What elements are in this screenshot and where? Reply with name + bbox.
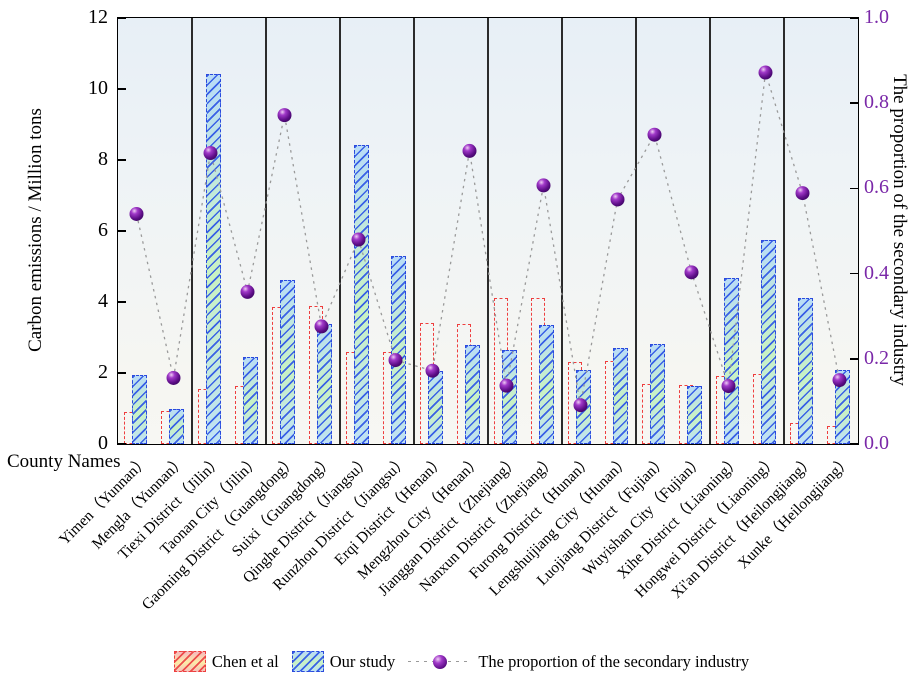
right-axis-tick [850, 102, 858, 105]
bar-our-study [390, 256, 406, 444]
bar-our-study [834, 369, 850, 444]
proportion-dot [610, 192, 625, 207]
proportion-dot [129, 206, 144, 221]
province-group-divider [413, 18, 415, 444]
left-axis-tick-label: 10 [88, 77, 108, 99]
proportion-dot [351, 232, 366, 247]
proportion-dot-layer [129, 65, 847, 413]
province-group-divider [265, 18, 267, 444]
right-axis-tick-label: 0.8 [864, 91, 889, 114]
proportion-dot [684, 265, 699, 280]
left-axis-tick [118, 301, 126, 303]
left-axis-tick [118, 88, 126, 90]
proportion-dot [832, 373, 847, 388]
left-axis-tick-label: 2 [98, 361, 108, 383]
proportion-dot [758, 65, 773, 80]
proportion-dot [647, 127, 662, 142]
left-axis-tick [118, 159, 126, 161]
bar-our-study [501, 350, 517, 444]
proportion-line-dot-icon [408, 654, 473, 669]
left-axis-tick [118, 17, 126, 19]
province-group-divider [487, 18, 489, 444]
bar-our-study [686, 386, 702, 444]
bar-our-study [649, 343, 665, 444]
bar-our-study [242, 357, 258, 444]
right-axis-tick [850, 187, 858, 190]
right-axis-tick-label: 0.6 [864, 176, 889, 199]
province-group-divider [635, 18, 637, 444]
right-axis-tick [850, 272, 858, 275]
bar-our-study [538, 325, 554, 444]
legend-item-chen: Chen et al [173, 651, 279, 672]
proportion-dot [536, 178, 551, 193]
proportion-dot [240, 284, 255, 299]
left-axis-tick-label: 4 [98, 290, 108, 312]
bar-our-study [612, 347, 628, 444]
bar-our-study [760, 239, 776, 444]
right-axis-title: The proportion of the secondary industry [889, 74, 910, 386]
province-group-divider [339, 18, 341, 444]
right-axis-tick [850, 443, 858, 445]
chen-et-al-swatch-icon [173, 651, 206, 672]
x-axis-caption: County Names [7, 451, 121, 472]
proportion-dot [166, 370, 181, 385]
left-axis-tick-label: 12 [88, 6, 108, 28]
province-group-divider [783, 18, 785, 444]
legend-label-chen: Chen et al [211, 651, 279, 671]
legend-label-our-study: Our study [329, 651, 396, 671]
right-axis-tick [850, 17, 858, 19]
plot-area [117, 17, 859, 445]
left-axis-tick-label: 8 [98, 148, 108, 170]
legend-label-proportion: The proportion of the secondary industry [478, 651, 750, 671]
proportion-dot [203, 146, 218, 161]
bar-our-study [353, 144, 369, 444]
province-group-divider [191, 18, 193, 444]
bar-our-study [797, 297, 813, 444]
proportion-dot [314, 319, 329, 334]
bar-our-study [168, 408, 184, 444]
our-study-swatch-icon [291, 651, 324, 672]
province-group-divider [709, 18, 711, 444]
right-axis-tick-label: 1.0 [864, 6, 889, 28]
left-axis-tick [118, 372, 126, 374]
proportion-dot [462, 143, 477, 158]
bar-our-study [131, 374, 147, 444]
left-axis-tick [118, 443, 126, 445]
bar-our-study [464, 344, 480, 444]
legend-item-our-study: Our study [291, 651, 396, 672]
province-group-divider [561, 18, 563, 444]
bar-our-study [205, 74, 221, 444]
bar-our-study [279, 280, 295, 444]
right-axis-tick-label: 0.2 [864, 346, 889, 369]
right-axis-tick-label: 0.0 [864, 432, 889, 454]
left-axis-tick [118, 230, 126, 232]
legend-item-proportion: The proportion of the secondary industry [408, 652, 749, 672]
proportion-dot [721, 379, 736, 394]
proportion-dot [573, 398, 588, 413]
left-axis-title: Carbon emissions / Million tons [25, 108, 46, 352]
left-axis-tick-label: 6 [98, 219, 108, 241]
legend: Chen et al Our study The proportion of t… [0, 651, 923, 672]
proportion-dot [499, 378, 514, 393]
proportion-dot [277, 108, 292, 123]
proportion-connector-line [135, 72, 841, 406]
left-axis-tick-label: 0 [98, 432, 108, 454]
right-axis-tick-label: 0.4 [864, 261, 889, 284]
bar-our-study [723, 277, 739, 444]
proportion-dot [795, 186, 810, 201]
right-axis-tick [850, 357, 858, 360]
proportion-dot [425, 363, 440, 378]
proportion-dot [388, 353, 403, 368]
